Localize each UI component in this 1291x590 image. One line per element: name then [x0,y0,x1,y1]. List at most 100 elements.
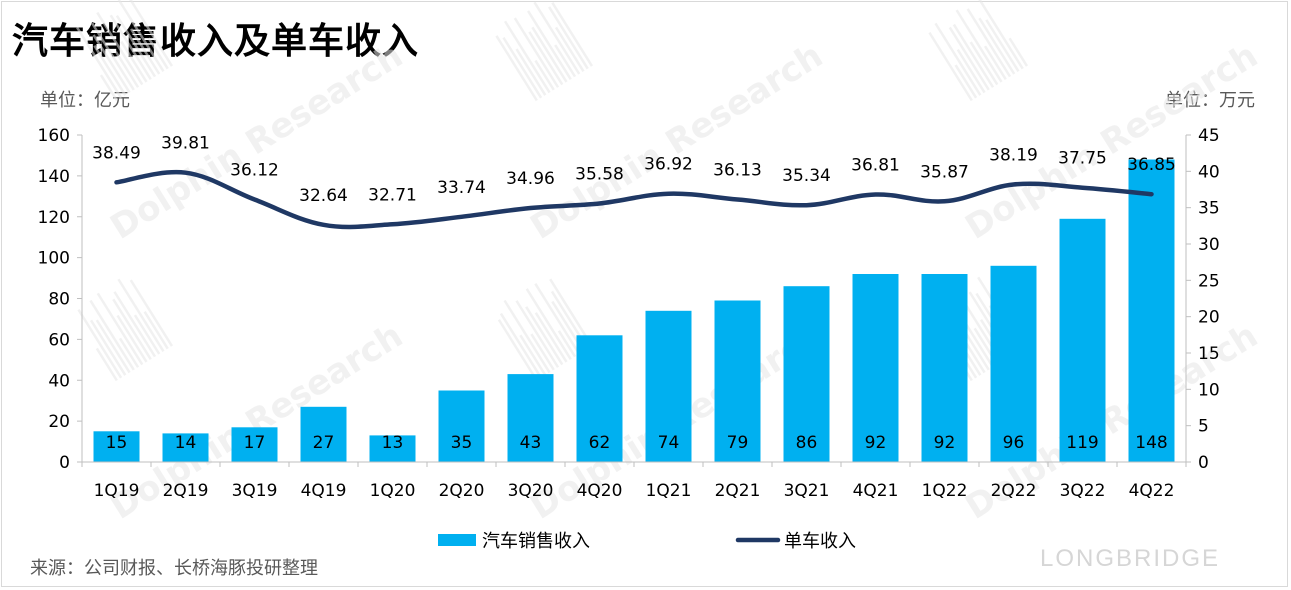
legend-bar-swatch [438,534,476,546]
bar-value-label: 96 [1003,433,1025,453]
x-tick-label: 3Q19 [232,481,278,501]
watermark-bar [550,290,589,350]
watermark-bar [983,45,1007,80]
watermark-bar [118,337,140,368]
watermark-bar [928,31,973,102]
bar-value-label: 27 [313,433,335,453]
legend-bar-label: 汽车销售收入 [482,531,590,552]
bar-value-label: 17 [244,433,266,453]
watermark-bar [143,311,169,350]
watermark-bar [515,48,547,96]
watermark-bar [130,28,161,75]
watermark-bar [533,1,581,75]
x-tick-label: 1Q19 [94,481,140,501]
watermark-bar [92,34,131,94]
line-value-label: 35.34 [782,166,831,186]
bar-value-label: 92 [934,433,956,453]
line-value-label: 34.96 [506,169,555,189]
watermark-bar [96,292,144,366]
right-tick-label: 30 [1198,235,1220,255]
bar [645,310,692,462]
chart-title: 汽车销售收入及单车收入 [12,21,420,62]
line-value-label: 33.74 [437,178,486,198]
right-axis-unit: 单位：万元 [1165,90,1255,111]
watermark-bar [117,0,165,72]
bar [921,274,968,462]
watermark-bar [129,279,174,347]
x-tick-label: 1Q22 [922,481,968,501]
right-tick-label: 45 [1198,126,1220,146]
line-value-label: 37.75 [1058,149,1107,169]
watermark-bar [497,319,538,382]
watermark-bar [978,17,1016,75]
watermark-bar [76,26,123,99]
watermark-bar [147,37,169,70]
bar [300,406,347,462]
right-tick-label: 15 [1198,344,1220,364]
bar-value-label: 43 [520,433,542,453]
watermark-bar [534,312,568,363]
watermark-bar [77,308,123,379]
left-tick-label: 0 [59,453,70,473]
watermark-bar [513,17,560,88]
right-tick-label: 25 [1198,271,1220,291]
watermark-bar [534,283,581,355]
x-tick-label: 2Q21 [715,481,761,501]
bar-value-label: 119 [1066,433,1098,453]
bar-value-label: 15 [106,433,128,453]
watermark-bar [120,40,148,83]
watermark: Dolphin Research [77,278,410,528]
line-value-label: 39.81 [161,134,210,154]
right-tick-label: 10 [1198,380,1220,400]
watermark-bar [955,9,1003,83]
left-tick-label: 100 [38,249,70,269]
watermark-bar [116,314,148,363]
watermark-bar [525,288,572,360]
x-tick-label: 2Q19 [163,481,209,501]
watermark: Dolphin Research [497,278,830,528]
bar [990,265,1037,462]
watermark-bar [114,51,140,88]
watermark-bar [133,314,161,355]
x-tick-label: 3Q20 [508,481,554,501]
bar-value-label: 92 [865,433,887,453]
left-tick-label: 60 [48,330,70,350]
x-tick-label: 4Q20 [577,481,623,501]
brand-watermark: LONGBRIDGE [1040,545,1221,572]
bar [231,427,278,462]
line-value-label: 36.81 [851,156,900,176]
left-tick-label: 140 [38,167,70,187]
watermark: Dolphin Research [495,1,830,248]
line-value-labels: 38.49 39.81 36.12 32.64 32.71 33.74 34.96 35.58… [92,134,1176,206]
bar [507,374,554,462]
x-tick-label: 4Q21 [853,481,899,501]
line-value-label: 36.13 [713,161,762,181]
x-tick-label: 1Q20 [370,481,416,501]
bar-value-labels: 15 14 17 27 13 35 43 62 74 79 86 92 92 96 119 148 [106,433,1168,453]
watermark-bar [554,26,585,72]
watermark-bar [515,300,560,368]
source-note: 来源：公司财报、长桥海豚投研整理 [30,558,318,579]
watermark-bar [948,26,990,91]
bar-value-label: 86 [796,433,818,453]
watermark-bar [528,31,564,86]
watermark-bar [89,299,135,371]
watermark-bar [519,334,547,376]
watermark-bar [527,10,572,80]
left-tick-label: 40 [48,371,70,391]
bar-series [93,159,1175,462]
watermark-bar [495,35,538,102]
x-tick-label: 4Q19 [301,481,347,501]
watermark-bar [534,59,555,91]
left-tick-label: 20 [48,412,70,432]
watermark: Dolphin Research [76,0,410,248]
bar-value-label: 13 [382,433,404,453]
line-value-label: 35.58 [575,165,624,185]
x-tick-label: 3Q21 [784,481,830,501]
bar-value-label: 62 [589,433,611,453]
x-tick-label: 4Q22 [1129,481,1175,501]
right-tick-label: 40 [1198,162,1220,182]
watermark-bar [99,74,118,102]
right-tick-label: 0 [1198,453,1209,473]
left-tick-label: 160 [38,126,70,146]
